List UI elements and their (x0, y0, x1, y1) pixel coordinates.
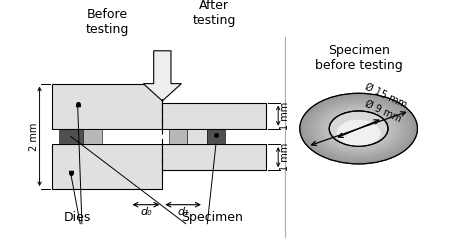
Ellipse shape (329, 111, 388, 146)
Ellipse shape (300, 93, 418, 164)
Bar (162, 103, 266, 129)
Text: After
testing: After testing (192, 0, 236, 27)
Text: 1 mm: 1 mm (280, 101, 290, 130)
Bar (83, 129, 102, 144)
Text: Ø 9 mm: Ø 9 mm (363, 99, 402, 124)
Bar (52, 129, 266, 144)
Ellipse shape (307, 97, 410, 160)
Text: Specimen: Specimen (181, 211, 243, 224)
Bar (207, 129, 225, 144)
Bar (52, 144, 162, 189)
Bar (169, 129, 187, 144)
Ellipse shape (300, 93, 418, 164)
Text: d₀: d₀ (140, 207, 152, 217)
Text: d₁: d₁ (177, 207, 189, 217)
Ellipse shape (324, 108, 393, 149)
Ellipse shape (320, 106, 397, 151)
Ellipse shape (337, 120, 381, 146)
Text: Ø 15 mm: Ø 15 mm (363, 81, 408, 110)
Text: Dies: Dies (64, 211, 91, 224)
Bar (52, 84, 162, 129)
Text: 1 mm: 1 mm (280, 143, 290, 171)
Ellipse shape (310, 100, 407, 158)
Text: 2 mm: 2 mm (28, 122, 38, 151)
Bar (187, 129, 207, 144)
Ellipse shape (314, 102, 403, 156)
Text: Specimen
before testing: Specimen before testing (315, 44, 402, 72)
Text: Before
testing: Before testing (85, 8, 128, 36)
Polygon shape (143, 51, 182, 101)
Bar (162, 144, 266, 170)
Ellipse shape (317, 104, 400, 154)
Ellipse shape (303, 95, 414, 162)
Bar (59, 129, 83, 144)
